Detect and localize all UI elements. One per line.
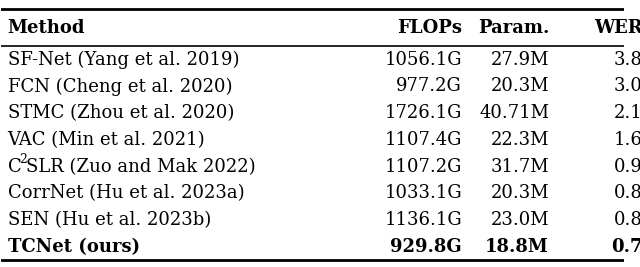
Text: 1056.1G: 1056.1G — [385, 51, 462, 69]
Text: 22.3M: 22.3M — [490, 131, 549, 149]
Text: SEN (Hu et al. 2023b): SEN (Hu et al. 2023b) — [8, 211, 211, 229]
Text: 40.71M: 40.71M — [479, 104, 549, 122]
Text: 0.7: 0.7 — [611, 238, 640, 256]
Text: 1107.2G: 1107.2G — [385, 158, 462, 176]
Text: C: C — [8, 158, 21, 176]
Text: CorrNet (Hu et al. 2023a): CorrNet (Hu et al. 2023a) — [8, 184, 244, 202]
Text: 1726.1G: 1726.1G — [385, 104, 462, 122]
Text: 0.9: 0.9 — [614, 158, 640, 176]
Text: 23.0M: 23.0M — [490, 211, 549, 229]
Text: 31.7M: 31.7M — [490, 158, 549, 176]
Text: 1136.1G: 1136.1G — [384, 211, 462, 229]
Text: 20.3M: 20.3M — [490, 184, 549, 202]
Text: 0.8: 0.8 — [614, 184, 640, 202]
Text: Method: Method — [8, 19, 85, 37]
Text: 1107.4G: 1107.4G — [385, 131, 462, 149]
Text: 2.1: 2.1 — [614, 104, 640, 122]
Text: TCNet (ours): TCNet (ours) — [8, 238, 140, 256]
Text: 2: 2 — [19, 153, 27, 166]
Text: 20.3M: 20.3M — [490, 77, 549, 95]
Text: 1.6: 1.6 — [614, 131, 640, 149]
Text: 0.8: 0.8 — [614, 211, 640, 229]
Text: 929.8G: 929.8G — [390, 238, 462, 256]
Text: SLR (Zuo and Mak 2022): SLR (Zuo and Mak 2022) — [26, 158, 256, 176]
Text: 27.9M: 27.9M — [490, 51, 549, 69]
Text: SF-Net (Yang et al. 2019): SF-Net (Yang et al. 2019) — [8, 50, 239, 69]
Text: 3.8: 3.8 — [614, 51, 640, 69]
Text: 3.0: 3.0 — [614, 77, 640, 95]
Text: STMC (Zhou et al. 2020): STMC (Zhou et al. 2020) — [8, 104, 234, 122]
Text: Param.: Param. — [477, 19, 549, 37]
Text: 18.8M: 18.8M — [485, 238, 549, 256]
Text: FCN (Cheng et al. 2020): FCN (Cheng et al. 2020) — [8, 77, 232, 96]
Text: FLOPs: FLOPs — [397, 19, 462, 37]
Text: 977.2G: 977.2G — [396, 77, 462, 95]
Text: WER: WER — [594, 19, 640, 37]
Text: 1033.1G: 1033.1G — [384, 184, 462, 202]
Text: VAC (Min et al. 2021): VAC (Min et al. 2021) — [8, 131, 205, 149]
